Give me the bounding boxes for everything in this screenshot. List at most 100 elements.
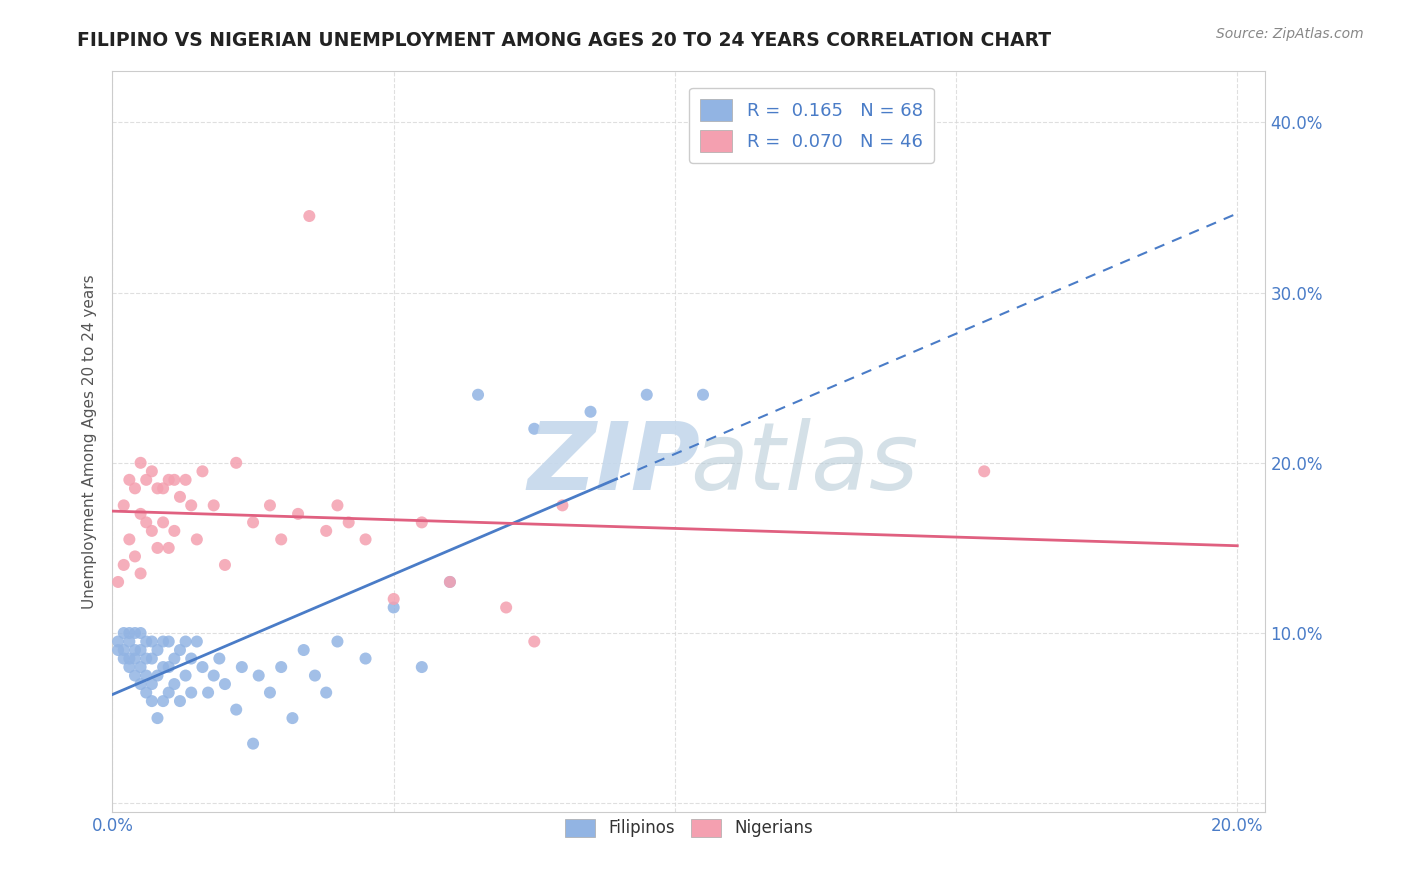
Point bbox=[141, 694, 163, 708]
Point bbox=[197, 685, 219, 699]
Text: ZIP: ZIP bbox=[527, 417, 700, 509]
Point bbox=[231, 660, 253, 674]
Point bbox=[118, 473, 141, 487]
Point bbox=[163, 677, 186, 691]
Point bbox=[186, 634, 208, 648]
Point bbox=[163, 473, 186, 487]
Point bbox=[242, 516, 264, 530]
Point bbox=[174, 473, 197, 487]
Point bbox=[135, 516, 157, 530]
Point bbox=[326, 634, 349, 648]
Point bbox=[298, 209, 321, 223]
Point bbox=[326, 499, 349, 513]
Point bbox=[191, 464, 214, 478]
Point bbox=[259, 499, 281, 513]
Point bbox=[523, 422, 546, 436]
Text: Source: ZipAtlas.com: Source: ZipAtlas.com bbox=[1216, 27, 1364, 41]
Point bbox=[281, 711, 304, 725]
Point bbox=[304, 668, 326, 682]
Point bbox=[146, 481, 169, 495]
Point bbox=[180, 651, 202, 665]
Point bbox=[157, 685, 180, 699]
Point bbox=[169, 643, 191, 657]
Point bbox=[439, 574, 461, 589]
Point bbox=[112, 626, 135, 640]
Point bbox=[214, 558, 236, 572]
Legend: Filipinos, Nigerians: Filipinos, Nigerians bbox=[558, 812, 820, 844]
Point bbox=[129, 660, 152, 674]
Point bbox=[247, 668, 270, 682]
Point bbox=[129, 456, 152, 470]
Point bbox=[337, 516, 360, 530]
Y-axis label: Unemployment Among Ages 20 to 24 years: Unemployment Among Ages 20 to 24 years bbox=[82, 274, 97, 609]
Point bbox=[141, 524, 163, 538]
Point bbox=[157, 634, 180, 648]
Point bbox=[208, 651, 231, 665]
Point bbox=[180, 499, 202, 513]
Point bbox=[146, 643, 169, 657]
Point bbox=[636, 388, 658, 402]
Point bbox=[354, 651, 377, 665]
Point bbox=[129, 677, 152, 691]
Point bbox=[135, 651, 157, 665]
Point bbox=[354, 533, 377, 547]
Text: FILIPINO VS NIGERIAN UNEMPLOYMENT AMONG AGES 20 TO 24 YEARS CORRELATION CHART: FILIPINO VS NIGERIAN UNEMPLOYMENT AMONG … bbox=[77, 31, 1052, 50]
Point bbox=[315, 685, 337, 699]
Point bbox=[439, 574, 461, 589]
Point bbox=[146, 668, 169, 682]
Point bbox=[135, 634, 157, 648]
Point bbox=[692, 388, 714, 402]
Point bbox=[191, 660, 214, 674]
Point bbox=[124, 481, 146, 495]
Point bbox=[146, 711, 169, 725]
Point bbox=[118, 660, 141, 674]
Point bbox=[124, 626, 146, 640]
Point bbox=[135, 685, 157, 699]
Point bbox=[169, 490, 191, 504]
Point bbox=[382, 600, 405, 615]
Point bbox=[129, 566, 152, 581]
Point bbox=[214, 677, 236, 691]
Point bbox=[551, 499, 574, 513]
Point bbox=[146, 541, 169, 555]
Point bbox=[270, 533, 292, 547]
Point bbox=[225, 703, 247, 717]
Point bbox=[174, 634, 197, 648]
Point bbox=[152, 694, 174, 708]
Point bbox=[129, 507, 152, 521]
Point bbox=[135, 668, 157, 682]
Point bbox=[292, 643, 315, 657]
Point bbox=[287, 507, 309, 521]
Point bbox=[112, 558, 135, 572]
Point bbox=[523, 634, 546, 648]
Point bbox=[157, 660, 180, 674]
Point bbox=[186, 533, 208, 547]
Point bbox=[225, 456, 247, 470]
Point bbox=[112, 499, 135, 513]
Point bbox=[973, 464, 995, 478]
Point bbox=[242, 737, 264, 751]
Point bbox=[112, 643, 135, 657]
Point bbox=[124, 651, 146, 665]
Point bbox=[141, 677, 163, 691]
Point bbox=[141, 464, 163, 478]
Point bbox=[411, 660, 433, 674]
Point bbox=[141, 651, 163, 665]
Text: atlas: atlas bbox=[690, 418, 918, 509]
Point bbox=[202, 499, 225, 513]
Point bbox=[124, 549, 146, 564]
Point bbox=[118, 634, 141, 648]
Point bbox=[163, 651, 186, 665]
Point bbox=[382, 591, 405, 606]
Point bbox=[174, 668, 197, 682]
Point bbox=[157, 473, 180, 487]
Point bbox=[124, 668, 146, 682]
Point bbox=[411, 516, 433, 530]
Point bbox=[467, 388, 489, 402]
Point bbox=[135, 473, 157, 487]
Point bbox=[315, 524, 337, 538]
Point bbox=[107, 634, 129, 648]
Point bbox=[112, 651, 135, 665]
Point bbox=[270, 660, 292, 674]
Point bbox=[152, 516, 174, 530]
